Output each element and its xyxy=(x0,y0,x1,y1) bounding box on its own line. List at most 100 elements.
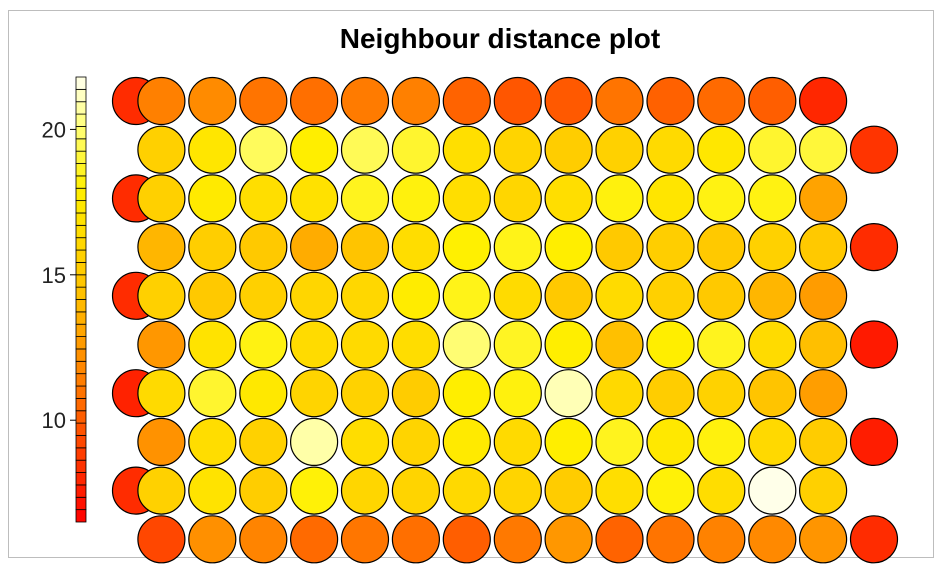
hex-cell xyxy=(391,417,440,466)
colorbar-segment xyxy=(75,212,87,226)
hex-cell xyxy=(748,174,797,223)
hex-cell xyxy=(239,515,288,564)
colorbar-segment xyxy=(75,447,87,461)
hex-cell xyxy=(544,125,593,174)
hex-cell xyxy=(239,174,288,223)
hex-cell xyxy=(646,223,695,272)
hex-cell xyxy=(340,515,390,564)
hex-cell xyxy=(595,271,644,320)
colorbar-segment xyxy=(75,496,87,511)
hex-cell xyxy=(137,369,186,418)
hex-cell xyxy=(391,515,440,564)
colorbar-tick-label: 20 xyxy=(42,117,66,142)
hex-cell xyxy=(340,417,390,466)
colorbar-tick-label: 10 xyxy=(42,408,66,433)
hex-cell xyxy=(391,76,440,126)
hex-cell xyxy=(595,417,644,466)
hex-cell xyxy=(442,125,491,174)
hex-cell xyxy=(544,76,593,126)
hex-cell xyxy=(493,76,542,126)
hex-cell xyxy=(544,320,593,369)
colorbar-ticks: 10 15 20 xyxy=(42,117,76,433)
hex-cell xyxy=(849,125,899,174)
chart-title: Neighbour distance plot xyxy=(340,23,660,54)
hex-cell xyxy=(442,369,491,418)
hex-cell xyxy=(239,466,288,515)
colorbar-segment xyxy=(75,175,87,189)
hex-cell xyxy=(340,369,390,418)
colorbar-segment xyxy=(75,274,87,288)
hex-cell xyxy=(239,223,288,272)
hex-cell xyxy=(239,417,288,466)
hex-cell xyxy=(544,271,593,320)
hex-cell xyxy=(697,320,746,369)
hex-cell xyxy=(798,76,848,126)
hex-cell xyxy=(697,76,746,126)
hex-cell xyxy=(798,369,848,418)
hex-cell xyxy=(697,271,746,320)
hex-cell xyxy=(391,174,440,223)
hex-cell xyxy=(340,125,390,174)
hex-cell xyxy=(748,417,797,466)
colorbar-segment xyxy=(75,360,87,375)
hex-cell xyxy=(188,76,237,126)
hex-cell xyxy=(188,417,237,466)
hex-cell xyxy=(290,515,339,564)
hex-cell xyxy=(798,417,848,466)
hex-cell xyxy=(188,223,237,272)
hex-cell xyxy=(442,320,491,369)
hex-cell xyxy=(290,223,339,272)
hex-cell xyxy=(595,369,644,418)
hex-cell xyxy=(646,417,695,466)
hex-cell xyxy=(137,515,186,564)
hex-cell xyxy=(646,271,695,320)
hex-cell xyxy=(391,369,440,418)
colorbar-segment xyxy=(75,150,87,164)
hex-cell xyxy=(646,174,695,223)
hex-cell xyxy=(290,320,339,369)
hex-cell xyxy=(595,466,644,515)
hex-cell xyxy=(442,466,491,515)
hex-cell xyxy=(340,174,390,223)
hex-cell xyxy=(748,125,797,174)
hex-cell xyxy=(798,125,848,174)
colorbar-segment xyxy=(75,459,87,473)
hex-cell xyxy=(188,174,237,223)
hex-cell xyxy=(340,466,390,515)
hex-cell xyxy=(239,369,288,418)
hex-cell xyxy=(697,174,746,223)
hex-cell xyxy=(595,174,644,223)
hex-cell xyxy=(442,417,491,466)
colorbar-segment xyxy=(75,348,87,362)
hex-cell xyxy=(748,320,797,369)
hex-cell xyxy=(748,515,797,564)
hex-cell xyxy=(849,223,899,272)
hex-cell xyxy=(442,76,491,126)
hex-cell xyxy=(544,466,593,515)
colorbar-segment xyxy=(75,237,87,251)
hex-cell xyxy=(137,320,186,369)
hex-cell xyxy=(391,223,440,272)
hex-cell xyxy=(493,515,542,564)
hex-cell xyxy=(493,320,542,369)
hex-cell xyxy=(748,271,797,320)
hex-cell xyxy=(340,320,390,369)
hex-cell xyxy=(188,125,237,174)
colorbar-segment xyxy=(75,126,87,140)
hex-cell xyxy=(137,417,186,466)
hex-cell xyxy=(493,271,542,320)
hex-cell xyxy=(442,223,491,272)
colorbar-segment xyxy=(75,88,87,103)
colorbar-tick-label: 15 xyxy=(42,263,66,288)
hex-cell xyxy=(798,320,848,369)
colorbar-segment xyxy=(75,509,87,523)
hex-cell xyxy=(290,271,339,320)
hex-cell xyxy=(595,515,644,564)
colorbar-segment xyxy=(75,323,87,337)
hex-cell xyxy=(290,125,339,174)
colorbar-segment xyxy=(75,286,87,300)
hex-cell xyxy=(748,369,797,418)
hex-cell xyxy=(391,320,440,369)
hex-cell xyxy=(188,466,237,515)
colorbar-segment xyxy=(75,249,87,263)
